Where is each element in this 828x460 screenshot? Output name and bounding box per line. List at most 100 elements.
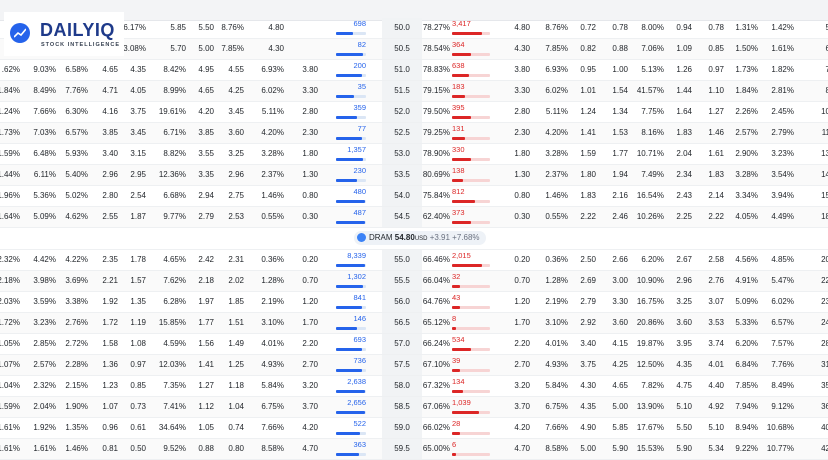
option-chain-row[interactable]: 2.03% 3.59% 3.38% 1.92 1.35 6.28% 1.97 1.85 2.19…: [0, 292, 828, 313]
strike-price[interactable]: 54.0: [394, 191, 410, 200]
call-cell: 7.66%: [261, 423, 284, 432]
put-cell: 5.84%: [545, 381, 568, 390]
option-chain-row[interactable]: 1.73% 7.03% 6.57% 3.85 3.45 6.71% 3.85 3.60 4.20…: [0, 123, 828, 144]
strike-price[interactable]: 50.5: [394, 44, 410, 53]
option-chain-row[interactable]: 1.64% 5.09% 4.62% 2.55 1.87 9.77% 2.79 2.53 0.55…: [0, 207, 828, 228]
put-volume-value: 2,015: [452, 251, 471, 260]
call-cell: 2.02: [228, 276, 244, 285]
call-cell: 1.19: [130, 318, 146, 327]
put-cell: 2.26%: [735, 107, 758, 116]
call-volume-bar: [336, 95, 354, 98]
strike-price[interactable]: 53.0: [394, 149, 410, 158]
call-volume-cell: 480: [336, 186, 366, 206]
option-chain-row[interactable]: 1.24% 7.66% 6.30% 4.16 3.75 19.61% 4.20 3.45 5.1…: [0, 102, 828, 123]
call-volume-value: 841: [353, 293, 366, 302]
put-cell: 0.82: [580, 44, 596, 53]
call-cell: 1.04: [228, 402, 244, 411]
call-cell: 1.57: [130, 276, 146, 285]
strike-column-bg: [382, 102, 422, 122]
call-volume-bar: [336, 179, 357, 182]
option-chain-row[interactable]: 1.61% 1.92% 1.35% 0.96 0.61 34.64% 1.05 0.74 7.6…: [0, 418, 828, 439]
put-cell: 0.36%: [545, 255, 568, 264]
put-cell: 5.47%: [771, 276, 794, 285]
call-cell: 3.55: [198, 149, 214, 158]
option-chain-row[interactable]: 2.18% 3.98% 3.69% 2.21 1.57 7.62% 2.18 2.02 1.28…: [0, 271, 828, 292]
put-cell: 4.75: [676, 381, 692, 390]
strike-column-bg: [382, 60, 422, 80]
call-cell: 2.30: [302, 128, 318, 137]
strike-price[interactable]: 57.5: [394, 360, 410, 369]
put-cell: 9.12%: [771, 402, 794, 411]
call-cell: 8.42%: [163, 65, 186, 74]
put-cell: 2.69: [580, 276, 596, 285]
strike-price[interactable]: 55.0: [394, 255, 410, 264]
call-volume-bar-track: [336, 327, 366, 330]
strike-price[interactable]: 58.5: [394, 402, 410, 411]
put-volume-cell: 364: [452, 39, 490, 59]
call-cell: 1.30: [302, 170, 318, 179]
put-cell: 7.75%: [641, 107, 664, 116]
option-chain-row[interactable]: 2.32% 4.42% 4.22% 2.35 1.78 4.65% 2.42 2.31 0.36…: [0, 250, 828, 271]
option-chain-row[interactable]: 4.7013.08%5.705.007.85%4.308250.578.54%3…: [0, 39, 828, 60]
option-chain-row[interactable]: 1.72% 3.23% 2.76% 1.72 1.19 15.85% 1.77 1.51 3.1…: [0, 313, 828, 334]
put-cell: 3.53: [708, 318, 724, 327]
option-chain-row[interactable]: 1.84% 8.49% 7.76% 4.71 4.05 8.99% 4.65 4.25 6.02…: [0, 81, 828, 102]
option-chain-row[interactable]: 5.056.17%5.855.508.76%4.8069850.078.27%3…: [0, 18, 828, 39]
option-chain-row[interactable]: 1.59% 2.04% 1.90% 1.07 0.73 7.41% 1.12 1.04 6.75…: [0, 397, 828, 418]
option-chain-row[interactable]: 1.05% 2.85% 2.72% 1.58 1.08 4.59% 1.56 1.49 4.01…: [0, 334, 828, 355]
strike-percent: 66.04%: [422, 276, 450, 285]
put-volume-cell: 39: [452, 355, 490, 375]
put-volume-cell: 32: [452, 271, 490, 291]
strike-price[interactable]: 56.0: [394, 297, 410, 306]
put-cell: 20: [821, 255, 828, 264]
put-cell: 7.85%: [545, 44, 568, 53]
call-cell: 4.65: [102, 65, 118, 74]
put-cell: 1.54: [612, 86, 628, 95]
strike-price[interactable]: 52.0: [394, 107, 410, 116]
strike-price[interactable]: 51.0: [394, 65, 410, 74]
option-chain-row[interactable]: .62% 9.03% 6.58% 4.65 4.35 8.42% 4.95 4.55 6.93%…: [0, 60, 828, 81]
call-cell: 2.70: [302, 360, 318, 369]
option-chain-row[interactable]: 1.04% 2.32% 2.15% 1.23 0.85 7.35% 1.27 1.18 5.84…: [0, 376, 828, 397]
strike-price[interactable]: 57.0: [394, 339, 410, 348]
call-volume-bar: [336, 453, 359, 456]
put-cell: 41.57%: [636, 86, 664, 95]
put-volume-cell: 183: [452, 81, 490, 101]
put-cell: 17.67%: [636, 423, 664, 432]
call-volume-bar: [336, 116, 357, 119]
strike-price[interactable]: 56.5: [394, 318, 410, 327]
call-cell: 5.84%: [261, 381, 284, 390]
put-cell: 2.22: [580, 212, 596, 221]
call-cell: 2.18: [198, 276, 214, 285]
strike-price[interactable]: 55.5: [394, 276, 410, 285]
put-cell: 0.20: [514, 255, 530, 264]
option-chain-row[interactable]: 1.96% 5.36% 5.02% 2.80 2.54 6.68% 2.94 2.75 1.46…: [0, 186, 828, 207]
put-volume-value: 134: [452, 377, 465, 386]
put-volume-bar: [452, 369, 460, 372]
strike-price[interactable]: 50.0: [394, 23, 410, 32]
strike-price[interactable]: 51.5: [394, 86, 410, 95]
put-cell: 2.50: [580, 255, 596, 264]
put-volume-bar: [452, 200, 475, 203]
put-volume-cell: 812: [452, 186, 490, 206]
strike-price[interactable]: 54.5: [394, 212, 410, 221]
call-cell: 1.56: [198, 339, 214, 348]
put-cell: 2.67: [676, 255, 692, 264]
strike-price[interactable]: 58.0: [394, 381, 410, 390]
call-cell: 13.08%: [118, 44, 146, 53]
call-cell: 0.70: [302, 276, 318, 285]
strike-price[interactable]: 59.0: [394, 423, 410, 432]
option-chain-row[interactable]: 1.44% 6.11% 5.40% 2.96 2.95 12.36% 3.35 2.96 2.3…: [0, 165, 828, 186]
option-chain-row[interactable]: 1.61% 1.61% 1.46% 0.81 0.50 9.52% 0.88 0.80 8.58…: [0, 439, 828, 460]
put-volume-bar-track: [452, 137, 490, 140]
option-chain-row[interactable]: 1.07% 2.57% 2.28% 1.36 0.97 12.03% 1.41 1.25 4.9…: [0, 355, 828, 376]
put-cell: 5.13%: [641, 65, 664, 74]
put-volume-cell: 131: [452, 123, 490, 143]
call-volume-bar-track: [336, 179, 366, 182]
strike-price[interactable]: 52.5: [394, 128, 410, 137]
option-chain-row[interactable]: 1.59% 6.48% 5.93% 3.40 3.15 8.82% 3.55 3.25 3.28…: [0, 144, 828, 165]
call-cell: 5.11%: [261, 107, 284, 116]
put-cell: 6.02%: [545, 86, 568, 95]
put-cell: 15.53%: [636, 444, 664, 453]
strike-price[interactable]: 53.5: [394, 170, 410, 179]
